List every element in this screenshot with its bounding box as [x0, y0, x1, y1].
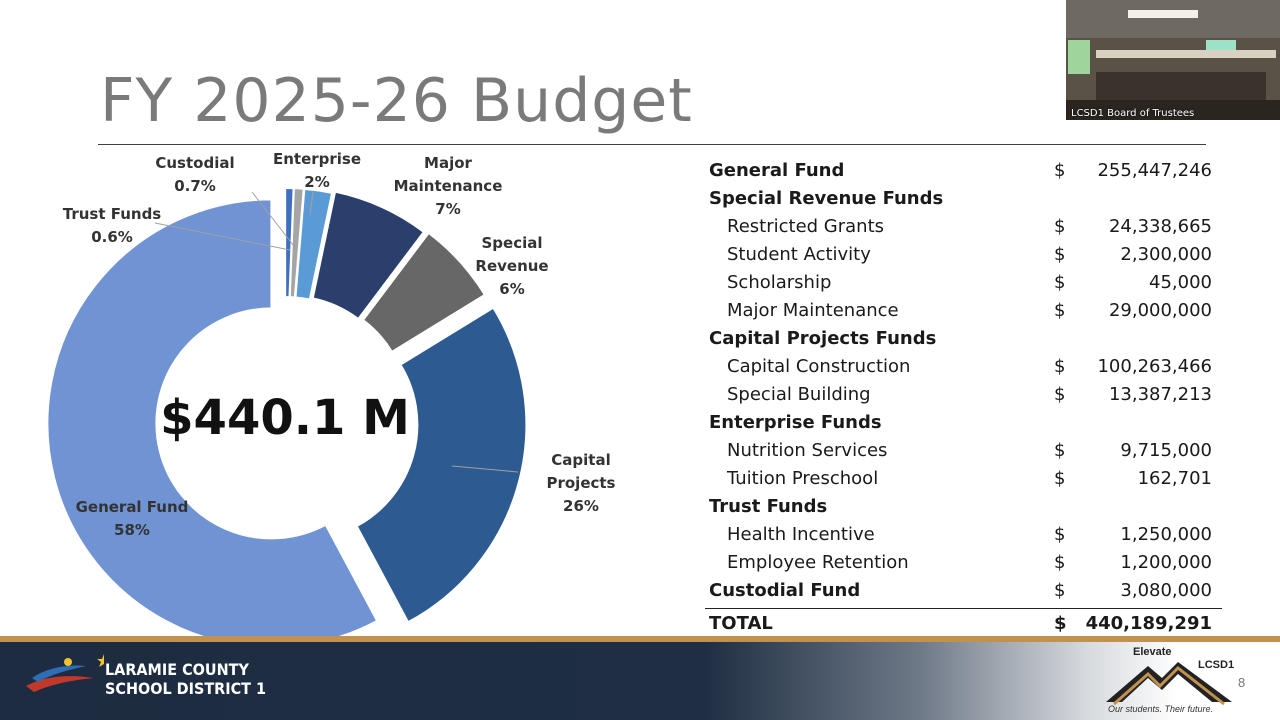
budget-row: Restricted Grants $24,338,665 [705, 212, 1222, 240]
budget-item-name: Restricted Grants [727, 215, 885, 237]
budget-item-name: Trust Funds [709, 495, 828, 517]
budget-item-name: Capital Projects Funds [709, 327, 937, 349]
currency-symbol: $ [1054, 551, 1066, 573]
budget-item-name: Nutrition Services [727, 439, 888, 461]
budget-amount: 9,715,000 [1120, 439, 1212, 461]
slice-general-fund [46, 198, 379, 640]
budget-row: Scholarship $45,000 [705, 268, 1222, 296]
elevate-wordmark: Elevate [1133, 646, 1172, 658]
currency-symbol: $ [1054, 523, 1066, 545]
budget-row: Employee Retention $1,200,000 [705, 548, 1222, 576]
label-special-revenue: Special Revenue 6% [475, 234, 549, 298]
title-divider [98, 144, 1206, 145]
budget-amount: 255,447,246 [1097, 159, 1212, 181]
currency-symbol: $ [1054, 215, 1066, 237]
budget-item-name: Tuition Preschool [727, 467, 879, 489]
slice-special-revenue [361, 231, 487, 354]
label-general-fund: General Fund 58% [75, 498, 189, 539]
budget-amount: 3,080,000 [1120, 579, 1212, 601]
elevate-mountain-logo-icon [1106, 662, 1232, 706]
currency-symbol: $ [1054, 579, 1066, 601]
budget-row: Trust Funds [705, 492, 1222, 520]
footer-bar [0, 642, 1280, 720]
budget-row: Custodial Fund $3,080,000 [705, 576, 1222, 604]
budget-item-name: Special Building [727, 383, 871, 405]
total-center-label: $440.1 M [160, 390, 410, 446]
label-major-maintenance: Major Maintenance 7% [393, 154, 503, 218]
boardroom-video-image [1066, 0, 1280, 120]
budget-row: General Fund $255,447,246 [705, 156, 1222, 184]
budget-item-name: TOTAL [709, 612, 773, 634]
currency-symbol: $ [1054, 612, 1067, 634]
budget-item-name: Special Revenue Funds [709, 187, 944, 209]
budget-item-name: Custodial Fund [709, 579, 861, 601]
budget-row: Student Activity $2,300,000 [705, 240, 1222, 268]
currency-symbol: $ [1054, 439, 1066, 461]
budget-item-name: General Fund [709, 159, 845, 181]
budget-row: Tuition Preschool $162,701 [705, 464, 1222, 492]
budget-amount: 13,387,213 [1108, 383, 1212, 405]
tagline: Our students. Their future. [1108, 704, 1214, 714]
district-logo-icon [26, 654, 104, 692]
label-trust-funds: Trust Funds 0.6% [62, 205, 162, 246]
currency-symbol: $ [1054, 355, 1066, 377]
currency-symbol: $ [1054, 383, 1066, 405]
budget-total-row: TOTAL $440,189,291 [705, 608, 1222, 639]
currency-symbol: $ [1054, 299, 1066, 321]
budget-amount: 24,338,665 [1108, 215, 1212, 237]
enterprise-leader [309, 191, 314, 216]
budget-row: Health Incentive $1,250,000 [705, 520, 1222, 548]
currency-symbol: $ [1054, 271, 1066, 293]
custodial-leader [251, 191, 298, 251]
budget-amount: 440,189,291 [1085, 612, 1212, 634]
budget-row: Special Revenue Funds [705, 184, 1222, 212]
currency-symbol: $ [1054, 243, 1066, 265]
currency-symbol: $ [1054, 467, 1066, 489]
page-number: 8 [1238, 675, 1246, 690]
budget-amount: 2,300,000 [1120, 243, 1212, 265]
budget-amount: 29,000,000 [1108, 299, 1212, 321]
budget-item-name: Scholarship [727, 271, 832, 293]
slice-enterprise [294, 187, 334, 301]
district-name: LARAMIE COUNTY SCHOOL DISTRICT 1 [105, 660, 267, 698]
budget-amount: 45,000 [1149, 271, 1212, 293]
budget-row: Special Building $13,387,213 [705, 380, 1222, 408]
budget-item-name: Capital Construction [727, 355, 911, 377]
slice-capital-projects [355, 306, 528, 624]
budget-item-name: Health Incentive [727, 523, 875, 545]
budget-item-name: Student Activity [727, 243, 871, 265]
donut-chart [46, 187, 528, 640]
video-caption: LCSD1 Board of Trustees [1071, 108, 1195, 119]
footer-accent-line [0, 636, 1280, 642]
budget-item-name: Major Maintenance [727, 299, 899, 321]
budget-row: Capital Construction $100,263,466 [705, 352, 1222, 380]
budget-amount: 162,701 [1137, 467, 1212, 489]
label-custodial: Custodial 0.7% [155, 154, 235, 195]
budget-item-name: Enterprise Funds [709, 411, 882, 433]
budget-amount: 100,263,466 [1097, 355, 1212, 377]
budget-amount: 1,200,000 [1120, 551, 1212, 573]
video-thumbnail[interactable]: LCSD1 Board of Trustees [1066, 0, 1280, 120]
budget-row: Enterprise Funds [705, 408, 1222, 436]
capital-projects-leader [451, 465, 519, 473]
label-enterprise: Enterprise 2% [272, 150, 362, 191]
lcsd1-wordmark: LCSD1 [1198, 659, 1235, 671]
budget-table: General Fund $255,447,246 Special Revenue … [705, 156, 1222, 639]
budget-row: Major Maintenance $29,000,000 [705, 296, 1222, 324]
currency-symbol: $ [1054, 159, 1066, 181]
budget-row: Capital Projects Funds [705, 324, 1222, 352]
label-capital-projects: Capital Projects 26% [546, 451, 616, 515]
budget-item-name: Employee Retention [727, 551, 909, 573]
slide-title: FY 2025-26 Budget [100, 66, 693, 136]
budget-row: Nutrition Services $9,715,000 [705, 436, 1222, 464]
slice-major-maintenance [311, 190, 426, 321]
budget-amount: 1,250,000 [1120, 523, 1212, 545]
trust-funds-leader [154, 222, 291, 251]
